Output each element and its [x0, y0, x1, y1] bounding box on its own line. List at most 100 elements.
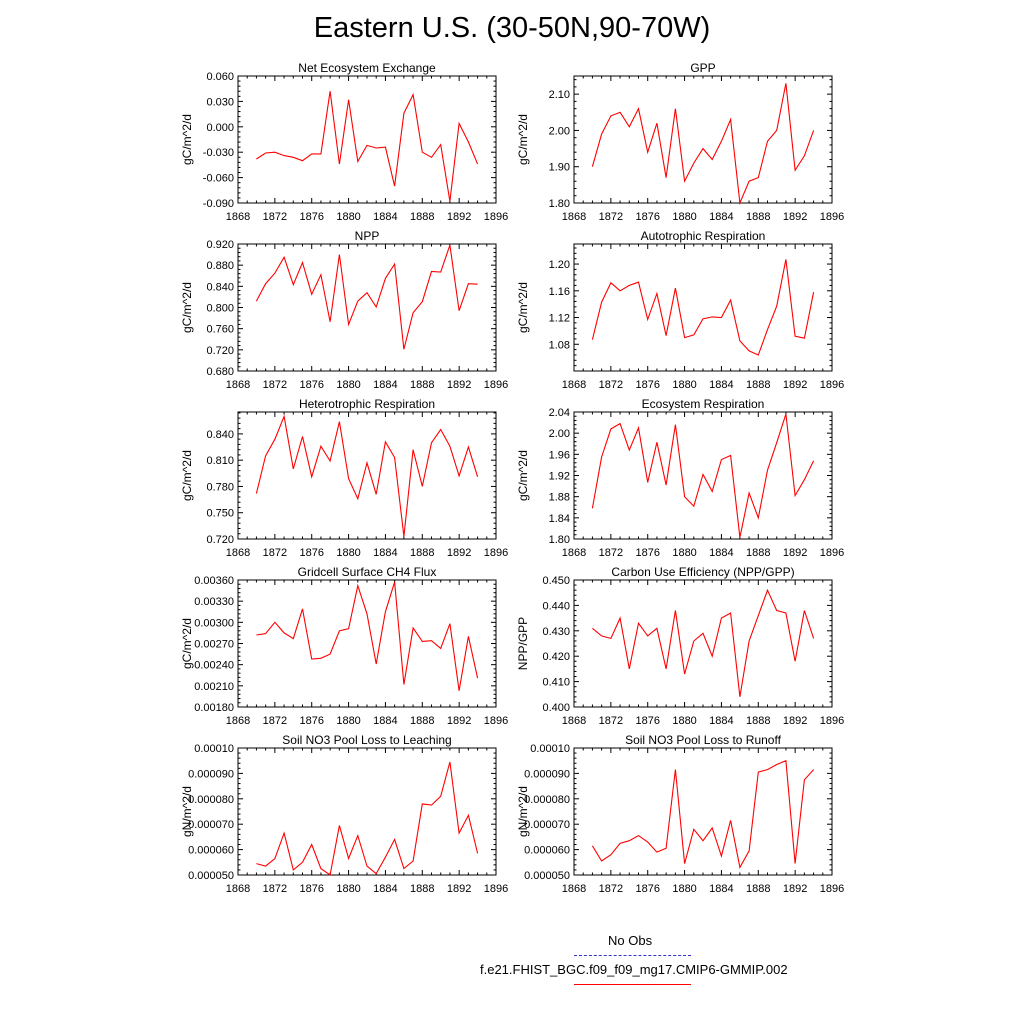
x-tick-label: 1868	[562, 883, 586, 895]
plot-frame	[237, 411, 497, 540]
y-axis-label: gN/m^2/d	[180, 786, 194, 837]
x-tick-label: 1876	[635, 715, 659, 727]
chart-title: Autotrophic Respiration	[641, 229, 766, 243]
x-tick-label: 1876	[635, 883, 659, 895]
x-tick-label: 1880	[672, 211, 696, 223]
y-tick-label: 2.10	[549, 89, 570, 101]
x-tick-label: 1896	[820, 883, 844, 895]
x-tick-label: 1876	[299, 715, 323, 727]
x-tick-label: 1868	[226, 211, 250, 223]
series-line	[256, 761, 479, 876]
y-tick-label: 0.060	[206, 71, 234, 83]
x-tick-label: 1868	[562, 715, 586, 727]
y-tick-label: 0.800	[206, 303, 234, 315]
y-tick-label: 0.00270	[194, 639, 234, 651]
chart-panel: Soil NO3 Pool Loss to Leaching gN/m^2/d 18…	[180, 733, 508, 895]
y-tick-label: 0.000	[206, 122, 234, 134]
chart-panel: Carbon Use Efficiency (NPP/GPP) NPP/GPP 18…	[516, 565, 844, 727]
x-tick-label: 1876	[635, 379, 659, 391]
series-line	[591, 259, 815, 356]
y-tick-label: 0.680	[206, 366, 234, 378]
y-tick-label: 0.420	[542, 651, 570, 663]
y-tick-label: 0.720	[206, 345, 234, 357]
x-tick-label: 1880	[672, 715, 696, 727]
chart-title: Ecosystem Respiration	[642, 397, 765, 411]
page-title: Eastern U.S. (30-50N,90-70W)	[313, 12, 711, 44]
y-tick-label: 0.450	[542, 575, 570, 587]
y-tick-label: 0.400	[542, 702, 570, 714]
x-tick-label: 1888	[746, 547, 770, 559]
chart-panel: NPP gC/m^2/d 1868 1872 1876 1880 1884 1888 1892 1…	[180, 229, 508, 391]
plot-frame	[573, 243, 833, 372]
legend-obs-line	[574, 955, 691, 956]
x-tick-label: 1880	[672, 379, 696, 391]
chart-title: GPP	[690, 61, 715, 75]
x-tick-label: 1892	[783, 211, 807, 223]
x-tick-label: 1888	[410, 211, 434, 223]
series-line	[592, 588, 815, 697]
y-tick-label: 1.90	[549, 162, 570, 174]
y-tick-label: 0.430	[542, 626, 570, 638]
chart-title: Soil NO3 Pool Loss to Runoff	[625, 733, 782, 747]
x-tick-label: 1876	[299, 883, 323, 895]
x-tick-label: 1892	[783, 715, 807, 727]
chart-panel: Net Ecosystem Exchange gC/m^2/d 1868 1872 18…	[180, 61, 508, 223]
plot-frame	[573, 579, 833, 708]
chart-title: Gridcell Surface CH4 Flux	[298, 565, 437, 579]
y-tick-label: 1.84	[549, 513, 570, 525]
x-tick-label: 1876	[299, 379, 323, 391]
x-tick-label: 1880	[336, 715, 360, 727]
x-tick-label: 1880	[336, 547, 360, 559]
x-tick-label: 1880	[336, 379, 360, 391]
y-axis-label: gC/m^2/d	[180, 450, 194, 501]
y-tick-label: 0.810	[206, 455, 234, 467]
y-tick-label: 0.410	[542, 677, 570, 689]
x-tick-label: 1888	[410, 547, 434, 559]
plot-frame	[237, 747, 497, 876]
y-axis-label: gC/m^2/d	[516, 450, 530, 501]
y-tick-label: 0.00300	[194, 617, 234, 629]
y-tick-label: 0.750	[206, 508, 234, 520]
x-tick-label: 1884	[373, 883, 397, 895]
series-line	[255, 244, 478, 350]
x-tick-label: 1868	[226, 379, 250, 391]
x-tick-label: 1896	[820, 547, 844, 559]
chart-panel: Autotrophic Respiration gC/m^2/d 1868 1872 1…	[516, 229, 844, 391]
x-tick-label: 1888	[746, 883, 770, 895]
y-tick-label: 1.92	[549, 471, 570, 483]
y-tick-label: 0.000050	[524, 870, 570, 882]
plot-frame	[237, 243, 497, 372]
x-tick-label: 1876	[299, 547, 323, 559]
chart-panel: Heterotrophic Respiration gC/m^2/d 1868 187…	[180, 397, 508, 559]
y-tick-label: 2.00	[549, 125, 570, 137]
chart-panel: Gridcell Surface CH4 Flux gC/m^2/d 1868 187…	[180, 565, 508, 727]
y-tick-label: 0.000080	[188, 794, 234, 806]
x-tick-label: 1876	[299, 211, 323, 223]
y-tick-label: 1.88	[549, 492, 570, 504]
x-tick-label: 1868	[562, 379, 586, 391]
x-tick-label: 1884	[709, 715, 733, 727]
y-tick-label: 0.00330	[194, 596, 234, 608]
x-tick-label: 1884	[373, 547, 397, 559]
y-tick-label: 0.000050	[188, 870, 234, 882]
chart-panel: GPP gC/m^2/d 1868 1872 1876 1880 1884 1888 1892 1…	[516, 61, 844, 223]
y-tick-label: 2.00	[549, 428, 570, 440]
x-tick-label: 1880	[336, 211, 360, 223]
y-tick-label: 1.96	[549, 449, 570, 461]
x-tick-label: 1892	[783, 547, 807, 559]
x-tick-label: 1884	[373, 715, 397, 727]
y-axis-label: gC/m^2/d	[180, 282, 194, 333]
x-tick-label: 1872	[599, 211, 623, 223]
x-tick-label: 1884	[373, 211, 397, 223]
y-tick-label: 0.00010	[194, 743, 234, 755]
y-tick-label: 0.00180	[194, 702, 234, 714]
x-tick-label: 1880	[672, 883, 696, 895]
x-tick-label: 1896	[484, 211, 508, 223]
x-tick-label: 1892	[447, 715, 471, 727]
x-tick-label: 1892	[783, 883, 807, 895]
y-axis-label: gC/m^2/d	[180, 618, 194, 669]
x-tick-label: 1892	[447, 211, 471, 223]
y-tick-label: 0.720	[206, 534, 234, 546]
chart-title: NPP	[355, 229, 380, 243]
